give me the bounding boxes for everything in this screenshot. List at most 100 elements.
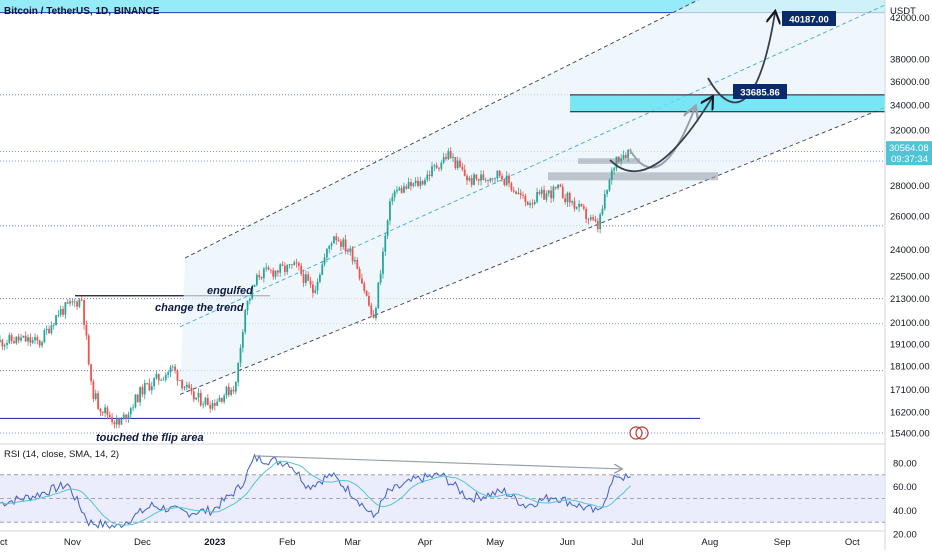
candle-body <box>452 157 454 159</box>
candle-body <box>265 267 268 269</box>
candle-body <box>596 220 599 230</box>
candle-body <box>136 394 139 403</box>
candle-body <box>118 418 120 425</box>
rsi-tick-label: 80.00 <box>893 459 917 470</box>
channel-fill <box>180 0 885 395</box>
candle-body <box>529 203 531 206</box>
candle-body <box>31 340 34 343</box>
candle-body <box>272 270 275 277</box>
candle-body <box>276 270 279 273</box>
candle-body <box>554 186 557 189</box>
candle-body <box>379 273 382 283</box>
price-tick-label: 15400.00 <box>890 428 930 439</box>
candle-body <box>174 366 177 371</box>
candle-body <box>601 208 604 215</box>
price-tick-label: 20100.00 <box>890 318 930 329</box>
candle-body <box>29 337 32 343</box>
projection-path-1 <box>609 98 712 173</box>
candle-body <box>13 341 15 344</box>
candle-body <box>281 264 284 266</box>
candle-body <box>552 186 555 199</box>
candle-body <box>561 186 564 199</box>
candle-body <box>286 264 289 272</box>
candle-body <box>50 325 53 334</box>
candle-body <box>211 403 214 409</box>
candle-body <box>288 264 291 266</box>
candle-body <box>470 177 473 185</box>
candle-body <box>66 302 69 304</box>
candle-body <box>426 174 429 180</box>
candle-body <box>447 151 450 160</box>
price-tick-label: 26000.00 <box>890 212 930 223</box>
candle-body <box>536 192 538 202</box>
candle-body <box>515 191 517 194</box>
candle-body <box>377 282 380 309</box>
candle-body <box>181 380 184 389</box>
candle-body <box>267 267 270 270</box>
candle-body <box>17 336 20 341</box>
candle-body <box>157 373 160 381</box>
candle-body <box>522 195 524 196</box>
candle-body <box>48 328 50 334</box>
candle-body <box>571 201 573 203</box>
candle-body <box>232 389 235 392</box>
annotation-change-trend: change the trend <box>155 302 244 314</box>
candle-body <box>183 387 186 389</box>
candle-body <box>498 170 501 176</box>
candle-body <box>262 268 265 279</box>
candle-body <box>419 181 422 186</box>
candle-body <box>52 325 55 327</box>
candle-body <box>97 393 99 409</box>
candle-body <box>372 314 375 319</box>
candle-body <box>594 219 597 221</box>
candle-body <box>55 315 57 326</box>
candle-body <box>592 217 595 220</box>
candle-body <box>218 397 221 402</box>
candle-body <box>36 337 39 341</box>
candle-body <box>101 411 104 414</box>
candle-body <box>405 186 408 189</box>
candle-body <box>104 407 106 414</box>
candle-body <box>358 268 361 279</box>
candle-body <box>199 392 202 406</box>
candle-body <box>400 188 403 193</box>
candle-body <box>295 262 298 264</box>
candle-body <box>414 180 417 184</box>
candle-body <box>197 392 200 398</box>
candle-body <box>568 192 571 203</box>
candle-body <box>164 374 167 380</box>
candle-body <box>349 248 352 252</box>
annotation-engulfed: engulfed <box>207 285 253 297</box>
candle-body <box>237 362 240 383</box>
time-tick-label: Oct <box>0 537 8 548</box>
candle-body <box>624 154 627 158</box>
candle-body <box>482 174 485 181</box>
time-tick-label: Nov <box>64 537 81 548</box>
candle-body <box>440 162 443 169</box>
candle-body <box>122 414 125 419</box>
candle-body <box>508 175 510 184</box>
price-tick-label: 22500.00 <box>890 271 930 282</box>
candle-body <box>176 370 179 381</box>
target-label-40187: 40187.00 <box>789 15 829 26</box>
currency-label: USDT <box>890 6 916 17</box>
candle-body <box>477 178 480 181</box>
candle-body <box>456 160 459 168</box>
candle-body <box>83 300 85 325</box>
candle-body <box>524 195 527 202</box>
candle-body <box>564 198 566 203</box>
candle-body <box>62 308 64 315</box>
candle-body <box>162 379 165 381</box>
candle-body <box>190 387 193 392</box>
candle-body <box>279 264 282 273</box>
candle-body <box>435 165 438 168</box>
candle-body <box>307 274 310 281</box>
rsi-ma-line <box>0 460 631 526</box>
candle-body <box>442 157 445 163</box>
candle-body <box>230 389 233 395</box>
candle-body <box>160 379 163 381</box>
candle-body <box>87 335 90 365</box>
candle-body <box>59 308 62 315</box>
candle-body <box>617 156 620 162</box>
